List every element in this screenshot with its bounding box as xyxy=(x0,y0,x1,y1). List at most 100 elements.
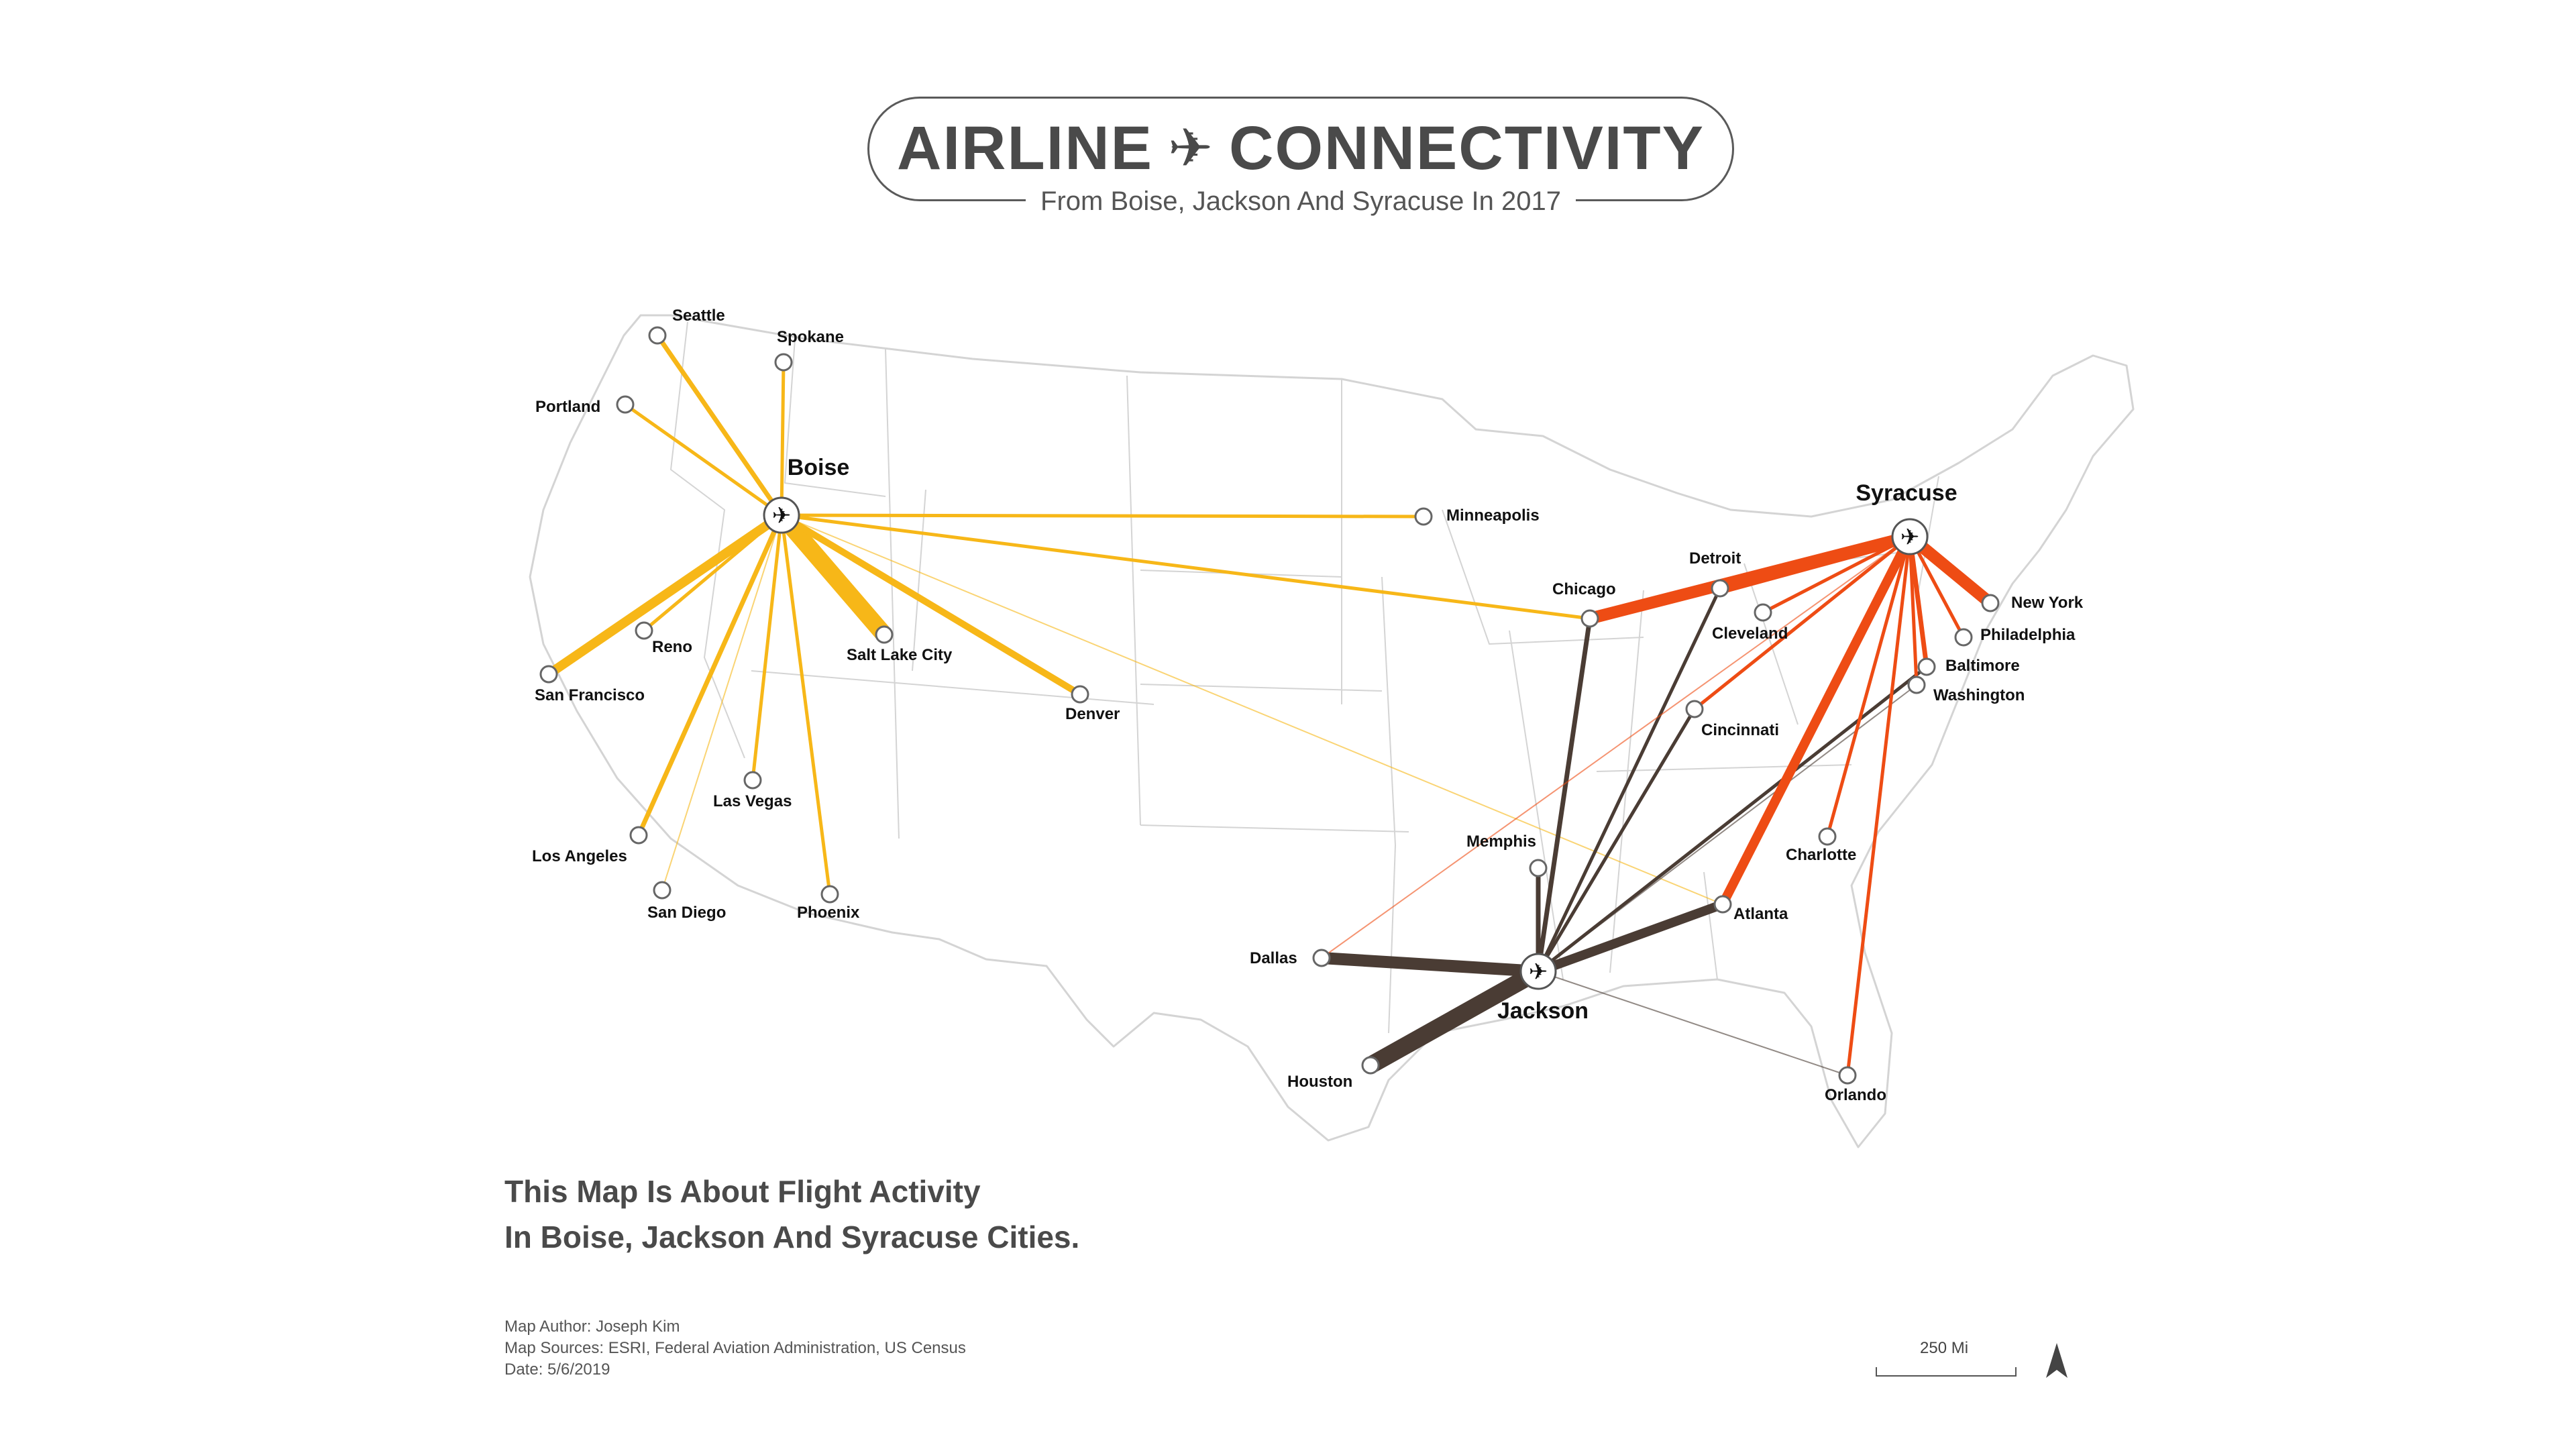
city-label-charlotte: Charlotte xyxy=(1786,846,1856,864)
route-jackson-dallas xyxy=(1321,952,1539,977)
city-label-saltlakecity: Salt Lake City xyxy=(847,646,953,664)
airplane-icon: ✈ xyxy=(1168,118,1215,178)
route-syracuse-cleveland xyxy=(1762,535,1911,614)
description-line-1: This Map Is About Flight Activity xyxy=(504,1174,981,1209)
city-marker-dallas xyxy=(1312,949,1331,967)
route-jackson-washington xyxy=(1538,684,1917,972)
hub-marker-jackson: ✈ xyxy=(1519,953,1557,990)
city-label-reno: Reno xyxy=(652,638,692,656)
hub-label-jackson: Jackson xyxy=(1497,998,1589,1024)
title-right: CONNECTIVITY xyxy=(1229,114,1705,182)
route-jackson-cincinnati xyxy=(1536,708,1697,973)
map-subtitle-wrap: From Boise, Jackson And Syracuse In 2017 xyxy=(867,186,1734,217)
title-left: AIRLINE xyxy=(897,114,1154,182)
city-label-portland: Portland xyxy=(535,398,600,416)
city-marker-reno xyxy=(635,621,653,640)
north-arrow-icon xyxy=(2046,1343,2068,1378)
city-label-phoenix: Phoenix xyxy=(797,904,860,922)
route-syracuse-washington xyxy=(1908,536,1919,686)
us-outline xyxy=(529,314,2135,1148)
city-marker-orlando xyxy=(1838,1066,1857,1085)
credit-author: Map Author: Joseph Kim xyxy=(504,1318,680,1336)
route-syracuse-dallas xyxy=(1321,536,1911,959)
city-marker-cleveland xyxy=(1754,603,1772,622)
map-subtitle: From Boise, Jackson And Syracuse In 2017 xyxy=(1026,186,1576,216)
city-marker-seattle xyxy=(648,326,667,345)
route-boise-chicago xyxy=(781,513,1591,621)
route-boise-losangeles xyxy=(636,514,784,837)
city-marker-denver xyxy=(1071,685,1089,704)
state-lines xyxy=(670,321,1939,1034)
hub-marker-syracuse: ✈ xyxy=(1891,518,1929,555)
city-label-denver: Denver xyxy=(1065,705,1120,723)
city-label-baltimore: Baltimore xyxy=(1945,657,2020,675)
city-label-minneapolis: Minneapolis xyxy=(1446,506,1540,525)
city-label-orlando: Orlando xyxy=(1825,1086,1886,1104)
city-label-cincinnati: Cincinnati xyxy=(1701,721,1779,739)
route-jackson-atlanta xyxy=(1536,900,1725,976)
city-marker-memphis xyxy=(1529,859,1548,877)
route-jackson-chicago xyxy=(1536,618,1593,972)
city-label-sanfrancisco: San Francisco xyxy=(535,686,645,704)
city-label-chicago: Chicago xyxy=(1552,580,1616,598)
city-marker-lasvegas xyxy=(743,771,762,790)
city-label-dallas: Dallas xyxy=(1250,949,1297,967)
city-marker-newyork xyxy=(1981,594,2000,612)
route-boise-saltlakecity xyxy=(775,509,891,641)
hub-marker-boise: ✈ xyxy=(763,496,800,534)
city-label-cleveland: Cleveland xyxy=(1712,625,1788,643)
city-marker-houston xyxy=(1361,1056,1380,1075)
airplane-icon: ✈ xyxy=(1900,524,1920,551)
route-syracuse-orlando xyxy=(1845,536,1912,1076)
route-syracuse-detroit xyxy=(1718,531,1912,594)
map-description: This Map Is About Flight Activity In Boi… xyxy=(504,1169,1079,1260)
route-boise-denver xyxy=(780,512,1082,698)
credit-date: Date: 5/6/2019 xyxy=(504,1360,610,1379)
city-marker-minneapolis xyxy=(1414,507,1433,526)
city-marker-cincinnati xyxy=(1685,700,1704,718)
city-label-lasvegas: Las Vegas xyxy=(713,792,792,810)
hub-label-syracuse: Syracuse xyxy=(1856,480,1957,506)
city-marker-losangeles xyxy=(629,826,648,845)
route-boise-portland xyxy=(624,402,783,517)
scale-label: 250 Mi xyxy=(1920,1339,1969,1357)
city-label-washington: Washington xyxy=(1933,686,2025,704)
route-syracuse-philadelphia xyxy=(1908,535,1966,639)
city-label-newyork: New York xyxy=(2011,594,2084,612)
route-syracuse-atlanta xyxy=(1718,534,1915,907)
city-marker-sanfrancisco xyxy=(539,665,558,684)
city-label-houston: Houston xyxy=(1287,1073,1352,1091)
city-marker-philadelphia xyxy=(1954,628,1973,647)
us-basemap xyxy=(529,314,2135,1148)
city-marker-charlotte xyxy=(1818,827,1837,846)
city-label-seattle: Seattle xyxy=(672,307,725,325)
route-boise-phoenix xyxy=(780,515,832,895)
title-banner: AIRLINE ✈ CONNECTIVITY xyxy=(867,97,1734,201)
city-marker-washington xyxy=(1907,676,1926,694)
city-label-spokane: Spokane xyxy=(777,328,844,346)
map-title: AIRLINE ✈ CONNECTIVITY xyxy=(869,113,1732,184)
route-lines xyxy=(546,334,1994,1076)
city-label-philadelphia: Philadelphia xyxy=(1980,626,2076,644)
city-label-detroit: Detroit xyxy=(1689,549,1741,568)
route-boise-atlanta xyxy=(781,515,1723,905)
city-marker-spokane xyxy=(774,353,793,372)
city-marker-detroit xyxy=(1711,579,1729,598)
route-jackson-orlando xyxy=(1538,971,1848,1076)
hub-label-boise: Boise xyxy=(788,455,850,480)
description-line-2: In Boise, Jackson And Syracuse Cities. xyxy=(504,1220,1080,1254)
route-jackson-detroit xyxy=(1536,587,1722,973)
route-syracuse-baltimore xyxy=(1907,536,1929,667)
route-jackson-baltimore xyxy=(1537,665,1928,973)
scale-bar xyxy=(1876,1367,2017,1377)
city-marker-saltlakecity xyxy=(875,625,894,644)
city-label-memphis: Memphis xyxy=(1466,833,1536,851)
route-boise-lasvegas xyxy=(751,515,784,781)
city-marker-chicago xyxy=(1580,609,1599,628)
credit-sources: Map Sources: ESRI, Federal Aviation Admi… xyxy=(504,1339,966,1357)
map-credits: Map Author: Joseph Kim Map Sources: ESRI… xyxy=(504,1316,966,1381)
route-syracuse-charlotte xyxy=(1825,536,1912,837)
route-boise-sanfrancisco xyxy=(546,511,784,678)
city-marker-portland xyxy=(616,395,635,414)
